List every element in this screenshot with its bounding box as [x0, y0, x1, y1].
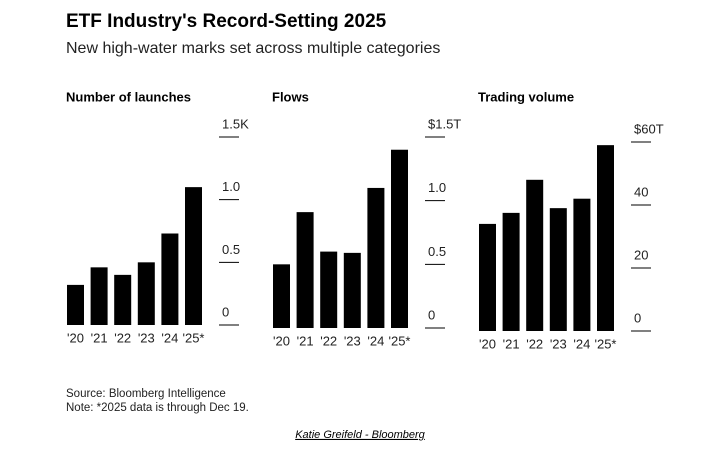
bar [597, 145, 614, 331]
x-tick-label: '25* [182, 330, 204, 345]
y-tick-label: 40 [634, 184, 648, 199]
bar [343, 252, 361, 328]
bar [573, 198, 591, 331]
bar [391, 149, 408, 328]
x-tick-label: '25* [388, 333, 410, 348]
source: Source: Bloomberg Intelligence [66, 388, 226, 400]
x-tick-label: '23 [138, 330, 155, 345]
y-tick-label: 0 [634, 310, 641, 325]
x-tick-label: '23 [344, 333, 361, 348]
bar [273, 264, 290, 328]
y-tick-label: 1.5K [222, 116, 249, 131]
x-tick-label: '22 [526, 336, 543, 351]
bar [90, 267, 108, 325]
x-tick-label: '21 [503, 336, 520, 351]
y-tick-label: 0 [428, 307, 435, 322]
bar [114, 274, 132, 325]
y-tick-label: 0 [222, 304, 229, 319]
title: ETF Industry's Record-Setting 2025 [66, 11, 387, 32]
y-tick-label: 0.5 [428, 244, 446, 259]
credit: Katie Greifeld - Bloomberg [295, 429, 425, 441]
bar [320, 251, 338, 328]
x-tick-label: '22 [114, 330, 131, 345]
panel-title: Number of launches [66, 89, 191, 104]
x-tick-label: '20 [479, 336, 496, 351]
x-tick-label: '25* [594, 336, 616, 351]
x-tick-label: '20 [273, 333, 290, 348]
y-tick-label: 0.5 [222, 242, 240, 257]
x-tick-label: '24 [367, 333, 384, 348]
x-tick-label: '21 [297, 333, 314, 348]
y-tick-label: $1.5T [428, 116, 461, 131]
bar [161, 233, 179, 325]
x-tick-label: '20 [67, 330, 84, 345]
y-tick-label: $60T [634, 121, 664, 136]
bar [479, 223, 496, 331]
bar [67, 284, 84, 325]
bar [137, 262, 155, 325]
y-tick-label: 20 [634, 247, 648, 262]
subtitle: New high-water marks set across multiple… [66, 40, 440, 57]
y-tick-label: 1.0 [428, 180, 446, 195]
x-tick-label: '21 [91, 330, 108, 345]
bar [502, 212, 520, 331]
panel-title: Flows [272, 89, 309, 104]
bar [296, 212, 314, 328]
bar [526, 179, 544, 331]
x-tick-label: '24 [161, 330, 178, 345]
bar [367, 187, 385, 328]
bar [185, 187, 202, 325]
panel-title: Trading volume [478, 89, 574, 104]
note: Note: *2025 data is through Dec 19. [66, 402, 249, 414]
bar [549, 208, 567, 331]
x-tick-label: '23 [550, 336, 567, 351]
x-tick-label: '22 [320, 333, 337, 348]
y-tick-label: 1.0 [222, 179, 240, 194]
x-tick-label: '24 [573, 336, 590, 351]
